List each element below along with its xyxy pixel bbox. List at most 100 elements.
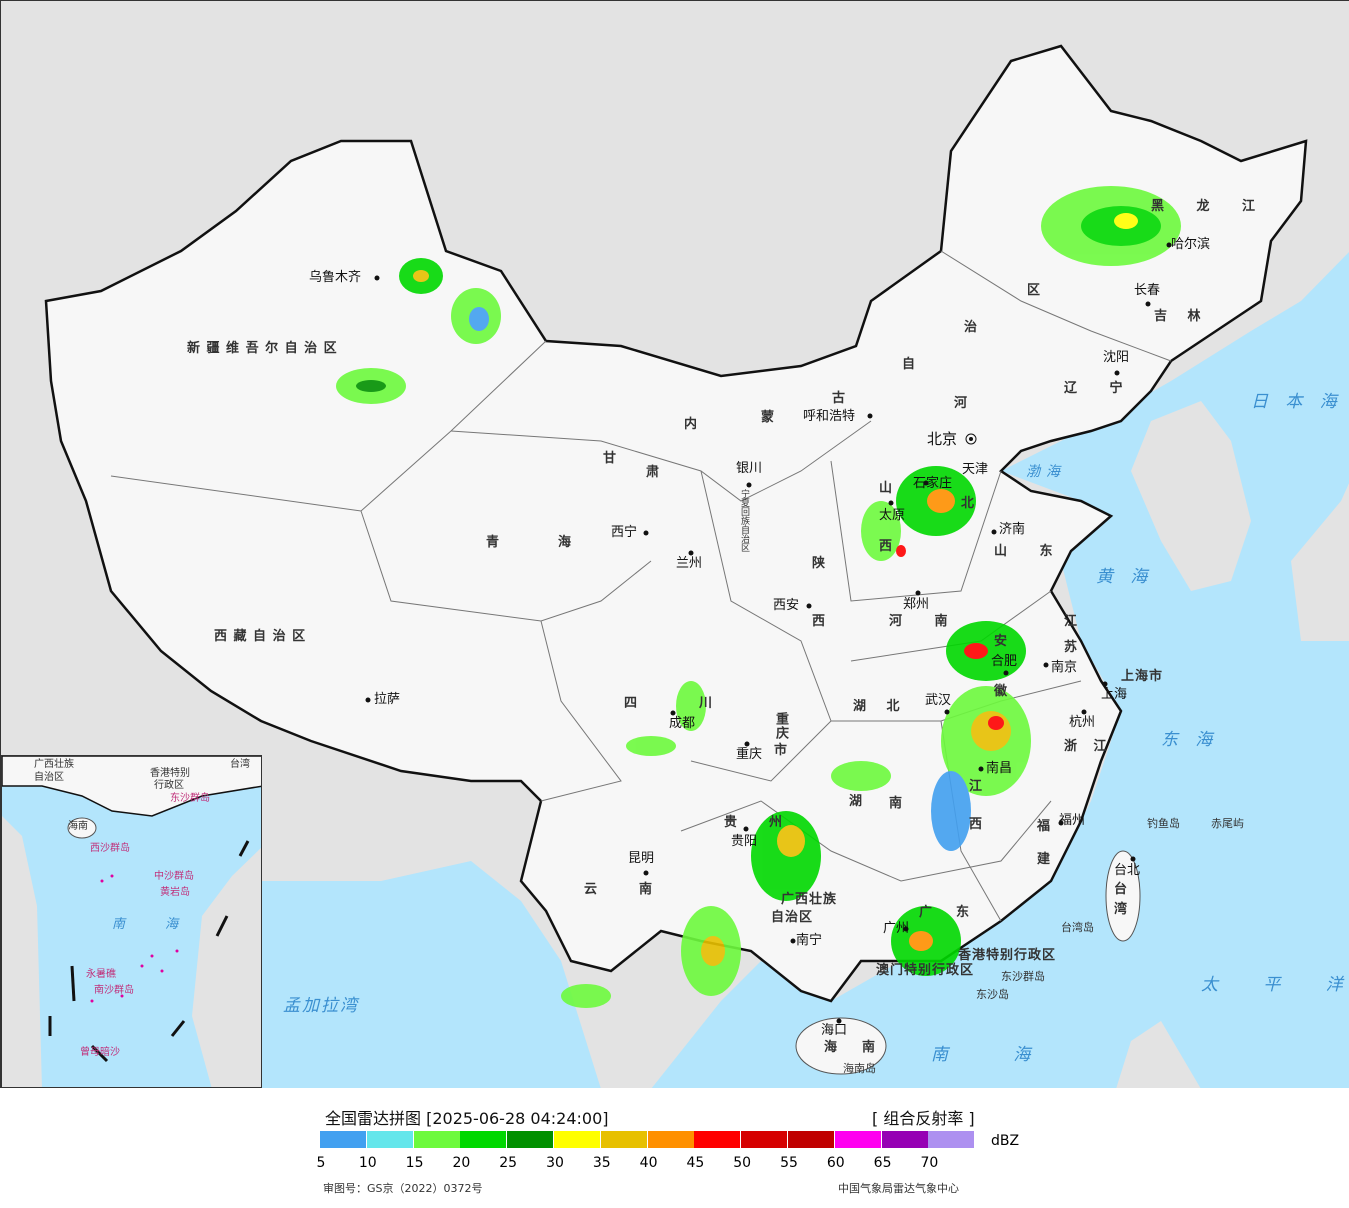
province-label: 河 xyxy=(954,396,969,411)
city-label: 西宁 xyxy=(611,525,638,540)
province-label: 吉 林 xyxy=(1154,309,1209,324)
city-label: 银川 xyxy=(736,461,763,476)
province-label: 肃 xyxy=(646,465,661,480)
tick-label: 25 xyxy=(499,1155,518,1171)
province-label: 新 疆 维 吾 尔 自 治 区 xyxy=(187,341,338,356)
province-label: 江 xyxy=(969,779,984,794)
inset-label: 南沙群岛 xyxy=(94,985,134,996)
bay-of-bengal xyxy=(261,861,601,1089)
province-label: 四 xyxy=(624,696,639,711)
province-label: 贵 xyxy=(724,815,739,830)
color-scale-bar xyxy=(320,1131,975,1148)
inset-label: 黄岩岛 xyxy=(160,887,190,898)
inset-label: 广西壮族 xyxy=(34,759,74,770)
city-label: 福州 xyxy=(1059,813,1086,828)
province-label: 西 xyxy=(879,539,894,554)
inset-label: 西沙群岛 xyxy=(90,843,130,854)
south-china-sea-inset: 广西壮族 自治区 香港特别 行政区 东沙群岛 台湾 海南 西沙群岛 中沙群岛 黄… xyxy=(1,755,262,1088)
city-label: 太原 xyxy=(879,508,906,523)
province-label: 安 xyxy=(994,634,1009,649)
color-swatch xyxy=(741,1131,788,1148)
city-label: 南昌 xyxy=(986,761,1013,776)
japan xyxy=(1291,483,1349,641)
color-swatch xyxy=(694,1131,741,1148)
city-label: 昆明 xyxy=(628,851,655,866)
tick-label: 70 xyxy=(920,1155,939,1171)
island-label: 钓鱼岛 xyxy=(1147,817,1180,830)
province-label: 古 xyxy=(832,391,847,406)
legend-panel: 全国雷达拼图 [2025-06-28 04:24:00] [ 组合反射率 ] d… xyxy=(0,1088,1349,1208)
color-swatch xyxy=(787,1131,834,1148)
approval-number: 审图号：GS京（2022）0372号 xyxy=(323,1182,483,1195)
province-label: 陕 xyxy=(812,556,827,571)
tick-label: 30 xyxy=(546,1155,564,1171)
city-label: 上海 xyxy=(1101,687,1128,702)
city-label: 沈阳 xyxy=(1103,350,1130,365)
province-label: 苏 xyxy=(1064,640,1079,655)
color-swatch xyxy=(600,1131,647,1148)
island-label: 赤尾屿 xyxy=(1211,817,1244,830)
province-label: 香港特别行政区 xyxy=(958,948,1057,963)
province-label: 山 东 xyxy=(994,544,1067,559)
province-label: 东 xyxy=(956,905,971,920)
sea-label: 太 平 洋 xyxy=(1201,975,1349,995)
color-swatch xyxy=(507,1131,554,1148)
color-swatch xyxy=(460,1131,507,1148)
inset-label: 曾母暗沙 xyxy=(80,1047,120,1058)
inset-label: 中沙群岛 xyxy=(154,871,194,882)
province-label: 南 xyxy=(889,796,904,811)
city-label: 乌鲁木齐 xyxy=(309,270,362,285)
city-label: 台北 xyxy=(1114,863,1141,878)
sea-label: 黄 海 xyxy=(1096,567,1154,587)
province-label: 南 xyxy=(639,882,654,897)
province-label: 宁夏回族自治区 xyxy=(739,489,749,552)
tick-label: 40 xyxy=(639,1155,658,1171)
city-label: 长春 xyxy=(1134,283,1161,298)
province-label: 天津 xyxy=(962,462,989,477)
province-label: 广 xyxy=(919,905,934,920)
province-label: 浙 江 xyxy=(1064,739,1113,754)
sea-label: 孟加拉湾 xyxy=(283,996,359,1016)
color-swatch xyxy=(320,1131,366,1148)
city-label: 武汉 xyxy=(925,693,952,708)
island-label: 东沙岛 xyxy=(976,988,1009,1001)
island-label: 海南岛 xyxy=(843,1062,876,1075)
legend-title: 全国雷达拼图 [2025-06-28 04:24:00] xyxy=(325,1109,609,1128)
province-label: 自治区 xyxy=(771,910,814,925)
philippines xyxy=(1116,1021,1201,1089)
province-label: 黑 龙 江 xyxy=(1151,199,1270,214)
province-label: 重庆 xyxy=(773,712,788,740)
province-label: 州 xyxy=(769,815,784,830)
color-swatch xyxy=(928,1131,975,1148)
city-label: 哈尔滨 xyxy=(1171,237,1211,252)
city-label: 北京 xyxy=(927,430,958,448)
province-borders xyxy=(110,250,1172,922)
inset-label: 永暑礁 xyxy=(86,969,116,980)
taiwan-island xyxy=(1105,850,1141,942)
tick-label: 55 xyxy=(780,1155,798,1171)
province-label: 内 xyxy=(684,417,699,432)
province-label: 台 xyxy=(1114,882,1129,897)
inset-label: 自治区 xyxy=(34,772,64,783)
province-label: 自 xyxy=(902,357,917,372)
korea xyxy=(1131,401,1251,591)
inset-base xyxy=(2,756,261,1087)
sea-label: 日 本 海 xyxy=(1251,392,1343,412)
source-credit: 中国气象局雷达气象中心 xyxy=(838,1182,959,1195)
city-label: 合肥 xyxy=(991,654,1018,669)
island-label: 台湾岛 xyxy=(1061,921,1094,934)
tick-label: 65 xyxy=(873,1155,892,1171)
province-label: 湖 北 xyxy=(853,699,908,714)
tick-label: 10 xyxy=(358,1155,377,1171)
inset-label: 东沙群岛 xyxy=(170,793,210,804)
province-label: 西 xyxy=(812,614,827,629)
province-label: 北 xyxy=(961,496,976,511)
province-label: 湖 xyxy=(849,794,864,809)
city-label: 西安 xyxy=(773,598,800,613)
province-label: 西 藏 自 治 区 xyxy=(214,629,307,644)
color-swatch xyxy=(647,1131,694,1148)
city-label: 呼和浩特 xyxy=(803,409,856,424)
province-label: 治 xyxy=(964,320,979,335)
color-swatch xyxy=(366,1131,413,1148)
tick-label: 5 xyxy=(316,1155,326,1171)
